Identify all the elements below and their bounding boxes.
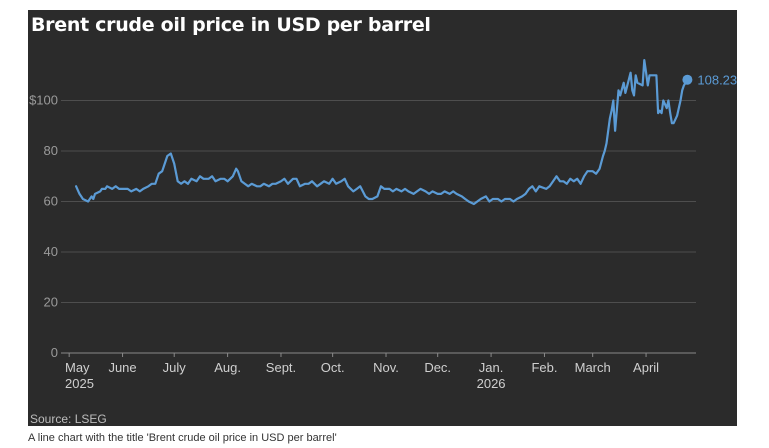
x-tick-label: Feb. (531, 360, 557, 375)
price-series-line (75, 59, 689, 206)
x-tick-label: Jan. (479, 360, 504, 375)
y-tick-label: 80 (44, 143, 58, 158)
x-tick-label: June (108, 360, 136, 375)
chart-caption: A line chart with the title 'Brent crude… (28, 432, 337, 444)
x-tick-label: July (163, 360, 187, 375)
x-tick-label: March (575, 360, 611, 375)
y-tick-label: 60 (44, 194, 58, 209)
y-tick-label: 0 (51, 345, 58, 360)
chart-title: Brent crude oil price in USD per barrel (31, 14, 431, 36)
chart-panel: Brent crude oil price in USD per barrel … (28, 10, 737, 426)
x-tick-sublabel: 2026 (477, 376, 506, 391)
x-tick-label: April (633, 360, 659, 375)
x-tick-label: Oct. (321, 360, 345, 375)
x-tick-label: Sept. (266, 360, 296, 375)
y-tick-label: 20 (44, 295, 58, 310)
x-tick-sublabel: 2025 (65, 376, 94, 391)
x-tick-label: May (65, 360, 90, 375)
chart-source: Source: LSEG (30, 412, 107, 426)
last-value-dot (682, 74, 693, 85)
x-tick-label: Dec. (424, 360, 451, 375)
y-tick-label: $100 (29, 93, 58, 108)
y-tick-label: 40 (44, 244, 58, 259)
x-tick-label: Aug. (214, 360, 241, 375)
x-tick-label: Nov. (373, 360, 399, 375)
last-value-label: 108.23 (697, 73, 737, 88)
